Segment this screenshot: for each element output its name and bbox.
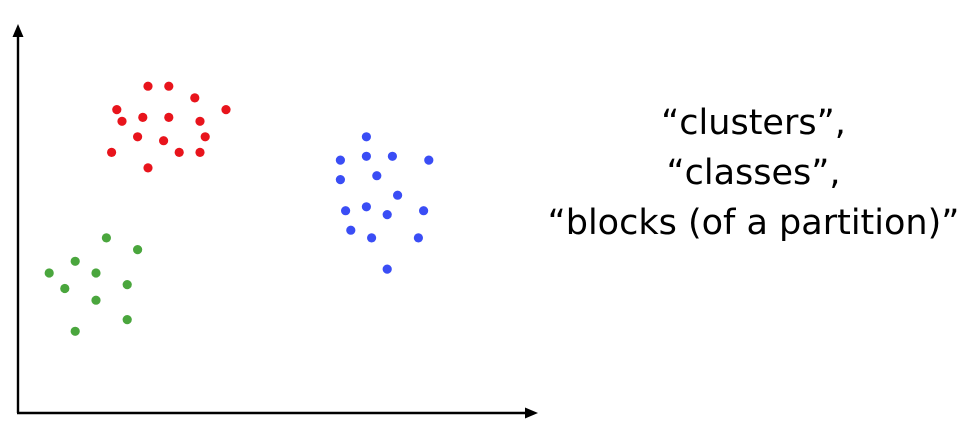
- data-point: [70, 326, 80, 336]
- data-point: [159, 136, 169, 146]
- data-point: [341, 206, 351, 216]
- data-point: [60, 283, 70, 294]
- data-point: [91, 268, 101, 278]
- data-point: [174, 147, 184, 157]
- data-point: [117, 116, 127, 126]
- data-point: [195, 116, 205, 126]
- axes: [12, 24, 538, 419]
- data-point: [101, 233, 111, 243]
- y-axis-arrowhead: [12, 24, 24, 37]
- data-point: [122, 315, 132, 325]
- data-point: [382, 210, 392, 220]
- data-point: [393, 190, 403, 200]
- data-point: [190, 93, 200, 103]
- data-point: [372, 171, 382, 181]
- data-point: [361, 202, 371, 212]
- data-point: [44, 268, 54, 278]
- data-point: [382, 264, 392, 274]
- data-point: [387, 151, 397, 161]
- data-point: [70, 256, 80, 266]
- data-point: [133, 132, 143, 142]
- data-point: [133, 245, 143, 255]
- cluster-terms-caption: “clusters”, “classes”, “blocks (of a par…: [545, 98, 962, 248]
- data-point: [424, 155, 434, 165]
- data-point: [164, 81, 174, 91]
- data-point: [112, 105, 122, 115]
- data-point: [200, 132, 210, 142]
- data-points: [44, 81, 434, 336]
- caption-line-clusters: “clusters”,: [661, 103, 846, 143]
- data-point: [419, 206, 429, 216]
- data-point: [91, 295, 101, 305]
- data-point: [335, 155, 345, 165]
- data-point: [138, 112, 148, 122]
- caption-line-classes: “classes”,: [666, 153, 841, 193]
- data-point: [195, 147, 205, 157]
- data-point: [346, 225, 356, 235]
- data-point: [335, 175, 345, 185]
- data-point: [122, 280, 132, 290]
- data-point: [361, 132, 371, 142]
- data-point: [164, 112, 174, 122]
- data-point: [143, 81, 153, 91]
- data-point: [367, 233, 377, 243]
- data-point: [413, 233, 423, 243]
- data-point: [107, 147, 117, 157]
- data-point: [361, 151, 371, 161]
- x-axis-arrowhead: [525, 407, 538, 419]
- caption-line-blocks: “blocks (of a partition)”: [547, 203, 960, 243]
- data-point: [221, 105, 231, 115]
- scatter-plot: [12, 24, 538, 419]
- data-point: [143, 163, 153, 173]
